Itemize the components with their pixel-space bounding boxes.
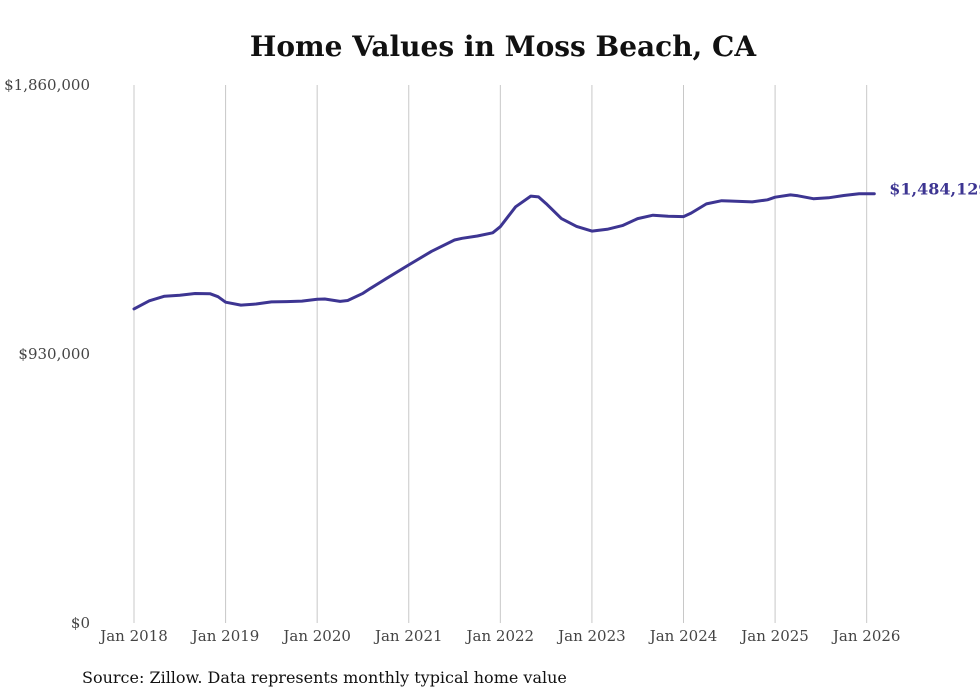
end-value-label: $1,484,129: [889, 180, 980, 199]
x-tick-label: Jan 2021: [373, 627, 443, 645]
x-tick-label: Jan 2025: [739, 627, 809, 645]
y-tick-label: $0: [71, 614, 90, 632]
series-line: [132, 192, 876, 311]
source-note: Source: Zillow. Data represents monthly …: [82, 668, 567, 687]
x-tick-label: Jan 2023: [556, 627, 626, 645]
x-tick-label: Jan 2024: [648, 627, 718, 645]
y-tick-label: $930,000: [18, 345, 90, 363]
x-tick-label: Jan 2018: [98, 627, 168, 645]
x-tick-label: Jan 2019: [190, 627, 260, 645]
x-tick-label: Jan 2026: [831, 627, 901, 645]
x-tick-label: Jan 2020: [281, 627, 351, 645]
chart-title: Home Values in Moss Beach, CA: [249, 30, 757, 63]
x-tick-label: Jan 2022: [465, 627, 535, 645]
y-tick-label: $1,860,000: [4, 76, 90, 94]
